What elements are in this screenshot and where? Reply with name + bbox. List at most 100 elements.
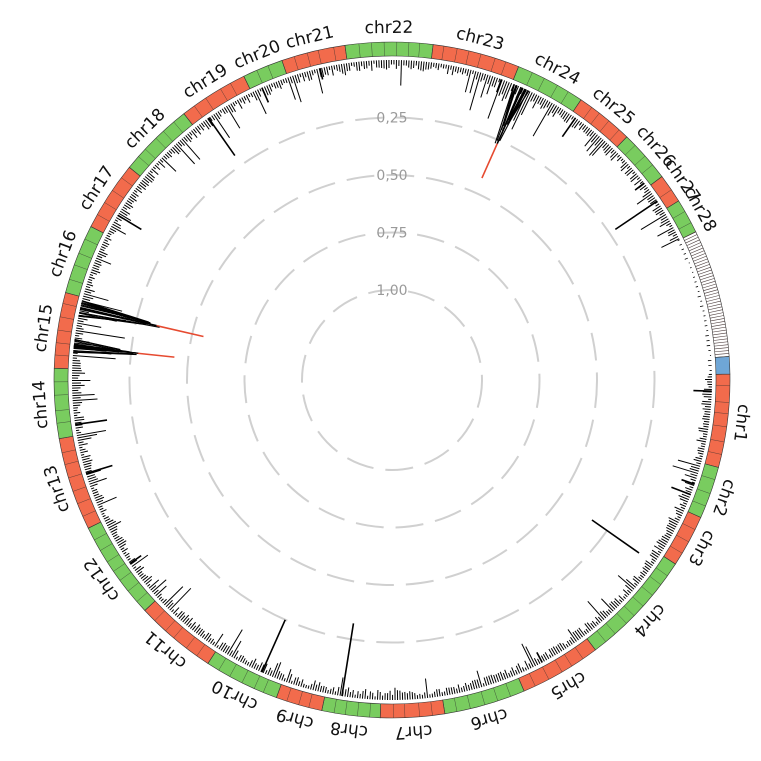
signal-bar — [363, 61, 366, 70]
signal-bar — [75, 332, 84, 335]
signal-bar — [696, 439, 707, 443]
scale-label: 0,75 — [376, 226, 407, 242]
signal-bar — [85, 288, 95, 293]
signal-bar — [317, 682, 321, 692]
signal-bar — [480, 74, 489, 98]
band-stripe — [493, 687, 499, 702]
signal-bar — [345, 63, 348, 72]
signal-bar — [560, 110, 566, 118]
signal-bar — [153, 589, 159, 595]
signal-bar — [643, 187, 648, 191]
signal-bar — [125, 202, 134, 208]
band-stripe — [659, 189, 672, 198]
signal-bar — [661, 538, 668, 543]
signal-bar — [332, 687, 335, 695]
signal-bar — [684, 481, 695, 486]
signal-bar — [552, 646, 558, 655]
signal-bar — [621, 160, 626, 164]
signal-bar — [355, 61, 358, 71]
chromosome-label: chr14 — [29, 380, 52, 430]
signal-bar — [88, 278, 93, 282]
signal-bar — [667, 229, 675, 234]
band-stripe — [127, 582, 140, 592]
signal-bar — [93, 493, 100, 497]
signal-bar — [425, 61, 428, 70]
signal-bar — [72, 394, 95, 397]
peak-cluster-line — [494, 84, 515, 144]
signal-bar — [286, 669, 292, 683]
signal-bar — [679, 243, 682, 246]
signal-bar — [211, 115, 216, 121]
signal-bar — [625, 579, 637, 588]
signal-bar — [75, 424, 83, 427]
band-stripe — [72, 486, 87, 492]
signal-bar — [346, 687, 350, 697]
grid-ring — [243, 231, 541, 529]
signal-bar — [576, 629, 583, 638]
signal-bar — [137, 571, 143, 575]
signal-bar — [365, 60, 368, 69]
scaffold-stripe — [700, 275, 714, 281]
signal-bar — [94, 262, 102, 266]
signal-bar — [583, 630, 587, 635]
signal-bar — [533, 657, 539, 666]
signal-bar — [634, 582, 638, 586]
band-stripe — [94, 533, 107, 541]
signal-bar — [657, 550, 662, 554]
band-stripe — [308, 693, 313, 708]
scaffold-stripe — [698, 269, 712, 275]
signal-bar — [574, 630, 581, 639]
signal-bar — [74, 421, 82, 424]
signal-bar — [410, 60, 413, 70]
band-stripe — [69, 279, 83, 284]
signal-bar — [483, 677, 488, 686]
signal-bar — [88, 478, 99, 483]
signal-bar — [550, 648, 556, 656]
band-stripe — [454, 48, 458, 63]
signal-bar — [324, 686, 327, 694]
signal-bar — [221, 108, 226, 115]
signal-bar — [257, 89, 262, 97]
scaffold-stripe — [709, 312, 724, 316]
scale-label: 0,50 — [376, 168, 407, 184]
chromosome-label: chr1 — [729, 403, 753, 443]
signal-bar — [72, 354, 116, 360]
signal-bar — [454, 66, 457, 72]
band-stripe — [163, 130, 173, 142]
signal-bar — [499, 671, 504, 681]
signal-bar — [293, 677, 297, 685]
signal-bar — [660, 218, 669, 224]
signal-bar — [666, 222, 672, 227]
signal-bar — [207, 118, 214, 127]
signal-bar — [599, 611, 607, 619]
signal-bar — [166, 151, 173, 158]
signal-bar — [639, 574, 644, 579]
signal-bar — [692, 276, 696, 278]
peak-cluster-line — [73, 350, 134, 355]
signal-bar — [476, 670, 483, 688]
signal-bar — [697, 447, 705, 450]
signal-bar — [201, 634, 206, 639]
signal-bar — [82, 457, 90, 461]
signal-bar — [340, 63, 344, 74]
signal-bar — [79, 448, 86, 451]
signal-bar — [100, 246, 106, 250]
signal-bar — [162, 598, 167, 604]
signal-bar — [450, 65, 452, 70]
scaffold-stripe — [713, 338, 728, 341]
signal-bar — [617, 575, 635, 590]
signal-bar — [74, 337, 83, 340]
band-stripe — [710, 439, 725, 443]
chromosome-label: chr15 — [30, 302, 57, 353]
signal-bar — [520, 92, 533, 116]
band-stripe — [77, 498, 91, 504]
band-stripe — [490, 58, 496, 72]
signal-bar — [642, 567, 649, 573]
band-stripe — [61, 449, 76, 454]
band-stripe — [82, 510, 96, 517]
signal-bar — [436, 689, 439, 697]
scaffold-stripe — [689, 244, 703, 252]
band-stripe — [344, 700, 348, 715]
chromosome-label: chr7 — [394, 720, 433, 742]
signal-bar — [440, 63, 443, 68]
